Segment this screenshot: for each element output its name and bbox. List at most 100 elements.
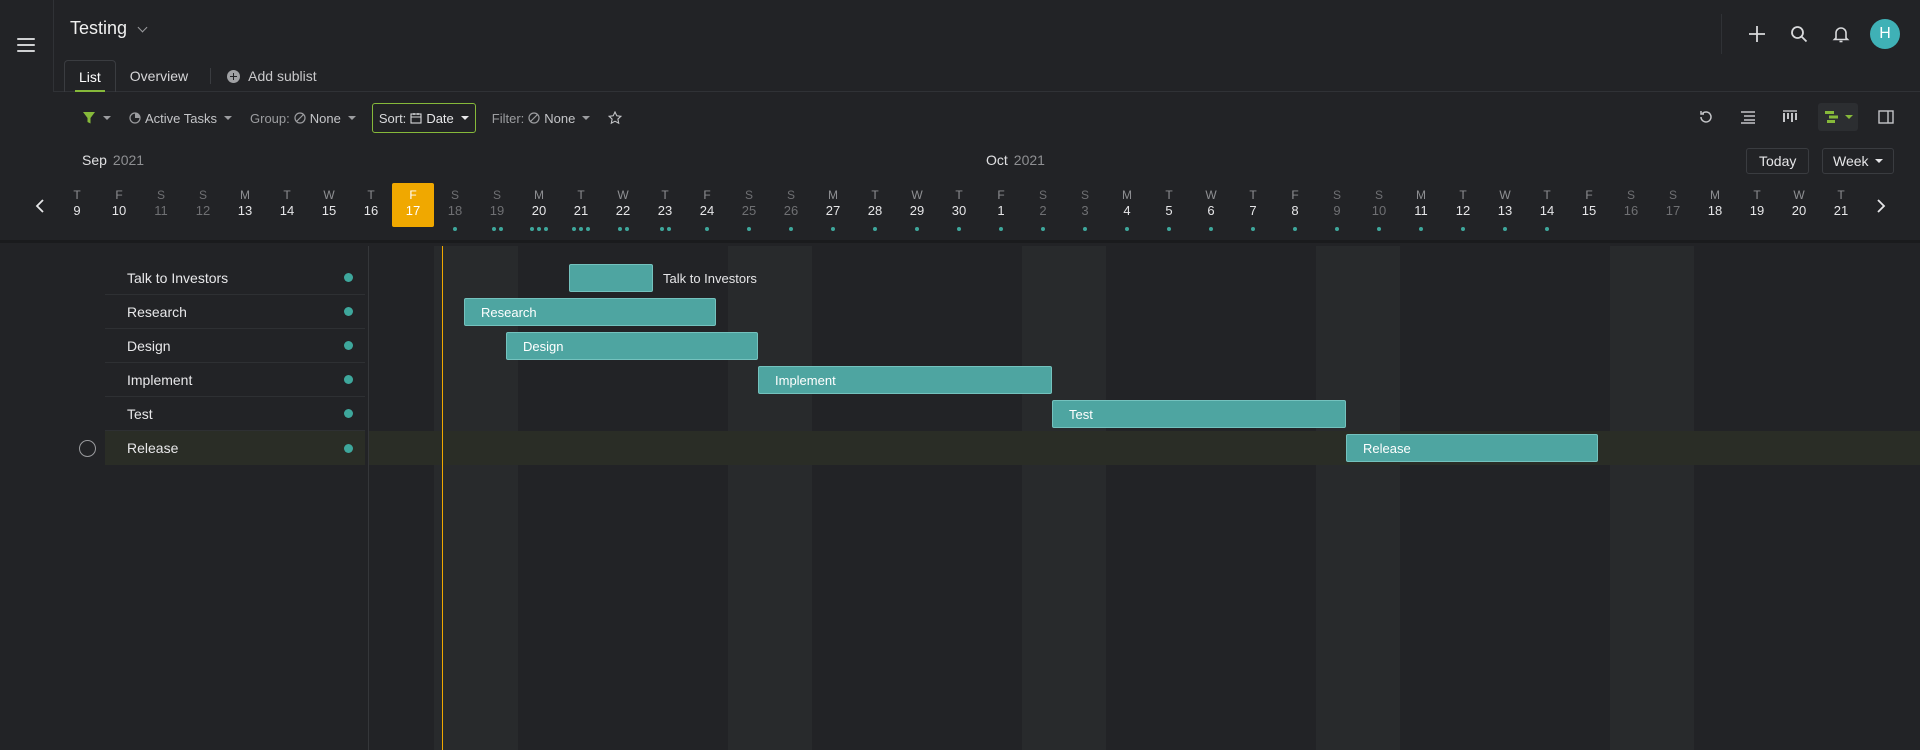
list-header: Testing List Overview Add sublist H [54,0,1920,92]
refresh-button[interactable] [1692,103,1720,131]
day-letter: T [1249,188,1257,202]
tab-overview[interactable]: Overview [116,60,202,92]
day-column-2[interactable]: S 11 [140,183,182,227]
day-column-40[interactable]: T 19 [1736,183,1778,227]
day-column-35[interactable]: T 14 [1526,183,1568,227]
day-task-dots [1064,227,1106,231]
day-column-4[interactable]: M 13 [224,183,266,227]
day-column-34[interactable]: W 13 [1484,183,1526,227]
day-number: 10 [1371,203,1387,218]
task-row[interactable]: Test [105,397,365,431]
task-row[interactable]: Research [105,295,365,329]
day-task-dots [434,227,476,231]
caret-down-icon [1875,159,1883,163]
list-view-button[interactable] [1734,103,1762,131]
task-bar[interactable]: Design [506,332,758,360]
board-view-button[interactable] [1776,103,1804,131]
notifications-button[interactable] [1828,21,1854,47]
timeline-view-button[interactable] [1818,103,1858,131]
task-bar[interactable]: Test [1052,400,1346,428]
quick-filter-button[interactable] [80,103,113,133]
list-title[interactable]: Testing [70,18,148,39]
next-period-button[interactable] [1868,193,1894,219]
caret-down-icon [224,116,233,120]
day-task-dots [812,227,854,231]
status-filter[interactable]: Active Tasks [127,103,234,133]
day-column-16[interactable]: S 25 [728,183,770,227]
filter-dropdown[interactable]: Filter: None [490,103,593,133]
day-column-6[interactable]: W 15 [308,183,350,227]
day-column-38[interactable]: S 17 [1652,183,1694,227]
task-bar[interactable]: Research [464,298,716,326]
day-column-13[interactable]: W 22 [602,183,644,227]
day-task-dots [1400,227,1442,231]
sort-dropdown[interactable]: Sort: Date [371,103,476,133]
task-bar[interactable]: Implement [758,366,1052,394]
day-column-20[interactable]: W 29 [896,183,938,227]
task-complete-checkbox[interactable] [79,440,96,457]
task-row[interactable]: Implement [105,363,365,397]
day-column-41[interactable]: W 20 [1778,183,1820,227]
day-column-37[interactable]: S 16 [1610,183,1652,227]
day-column-21[interactable]: T 30 [938,183,980,227]
add-task-button[interactable] [1744,21,1770,47]
day-column-10[interactable]: S 19 [476,183,518,227]
task-row[interactable]: Talk to Investors [105,261,365,295]
task-name: Implement [127,371,193,388]
add-sublist-button[interactable]: Add sublist [219,60,324,92]
task-row[interactable]: Design [105,329,365,363]
task-row[interactable]: Release [105,431,365,465]
task-bar[interactable] [569,264,653,292]
day-column-17[interactable]: S 26 [770,183,812,227]
avatar[interactable]: H [1870,19,1900,49]
side-panel-button[interactable] [1872,103,1900,131]
gantt-body: Talk to Investors Research Design Implement… [0,246,1920,750]
day-letter: S [1038,188,1047,202]
day-letter: F [409,188,417,202]
prev-period-button[interactable] [27,193,53,219]
tab-list[interactable]: List [64,60,116,92]
day-column-1[interactable]: F 10 [98,183,140,227]
day-column-33[interactable]: T 12 [1442,183,1484,227]
day-column-18[interactable]: M 27 [812,183,854,227]
day-column-14[interactable]: T 23 [644,183,686,227]
day-column-5[interactable]: T 14 [266,183,308,227]
search-button[interactable] [1786,21,1812,47]
menu-icon[interactable] [17,38,35,52]
day-column-31[interactable]: S 10 [1358,183,1400,227]
group-dropdown[interactable]: Group: None [248,103,358,133]
task-bar[interactable]: Release [1346,434,1598,462]
caret-down-icon [582,116,591,120]
day-column-36[interactable]: F 15 [1568,183,1610,227]
group-value: None [309,110,341,126]
day-letter: T [1837,188,1845,202]
day-column-39[interactable]: M 18 [1694,183,1736,227]
day-column-19[interactable]: T 28 [854,183,896,227]
day-column-11[interactable]: M 20 [518,183,560,227]
day-column-9[interactable]: S 18 [434,183,476,227]
day-column-12[interactable]: T 21 [560,183,602,227]
day-letter: M [1710,188,1720,202]
day-column-3[interactable]: S 12 [182,183,224,227]
task-dot [1335,227,1339,231]
day-column-7[interactable]: T 16 [350,183,392,227]
day-column-32[interactable]: M 11 [1400,183,1442,227]
scale-dropdown[interactable]: Week [1822,148,1894,174]
favorite-button[interactable] [606,103,624,133]
group-label: Group: [250,110,290,126]
day-column-15[interactable]: F 24 [686,183,728,227]
day-letter: S [1080,188,1089,202]
day-column-42[interactable]: T 21 [1820,183,1862,227]
day-column-8[interactable]: F 17 [392,183,434,227]
today-button[interactable]: Today [1746,148,1810,174]
